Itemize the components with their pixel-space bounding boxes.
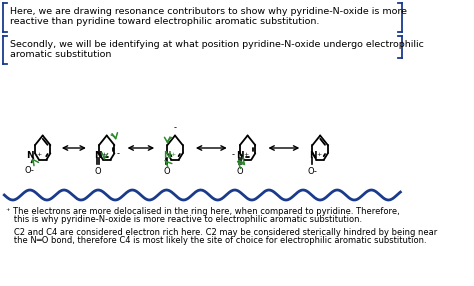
- Text: O: O: [95, 167, 101, 176]
- Text: O-: O-: [308, 167, 318, 176]
- Text: Here, we are drawing resonance contributors to show why pyridine-N-oxide is more: Here, we are drawing resonance contribut…: [10, 7, 407, 16]
- Text: this is why pyridine-N-oxide is more reactive to electrophilic aromatic substitu: this is why pyridine-N-oxide is more rea…: [6, 215, 362, 224]
- Text: the N═O bond, therefore C4 is most likely the site of choice for electrophilic a: the N═O bond, therefore C4 is most likel…: [6, 236, 427, 245]
- Text: +: +: [36, 152, 42, 157]
- Text: +: +: [243, 152, 248, 157]
- Text: O: O: [163, 167, 170, 176]
- Text: reactive than pyridine toward electrophilic aromatic substitution.: reactive than pyridine toward electrophi…: [10, 17, 319, 26]
- Text: +: +: [101, 152, 107, 157]
- Text: aromatic substitution: aromatic substitution: [10, 50, 111, 59]
- Text: O: O: [237, 167, 243, 176]
- Text: Secondly, we will be identifying at what position pyridine-N-oxide undergo elect: Secondly, we will be identifying at what…: [10, 40, 424, 49]
- Text: -: -: [173, 124, 176, 132]
- Text: +: +: [170, 152, 175, 157]
- Text: C2 and C4 are considered electron rich here. C2 may be considered sterically hin: C2 and C4 are considered electron rich h…: [6, 228, 437, 237]
- Text: ⁺ The electrons are more delocalised in the ring here, when compared to pyridine: ⁺ The electrons are more delocalised in …: [6, 207, 400, 216]
- Text: N: N: [236, 151, 244, 160]
- Text: -: -: [116, 149, 119, 158]
- Text: O-: O-: [25, 166, 35, 175]
- Text: +: +: [316, 152, 321, 157]
- Text: N: N: [163, 151, 170, 160]
- Text: N: N: [26, 151, 33, 160]
- Text: N: N: [94, 151, 102, 160]
- Text: -: -: [232, 150, 235, 159]
- Text: N: N: [309, 151, 316, 160]
